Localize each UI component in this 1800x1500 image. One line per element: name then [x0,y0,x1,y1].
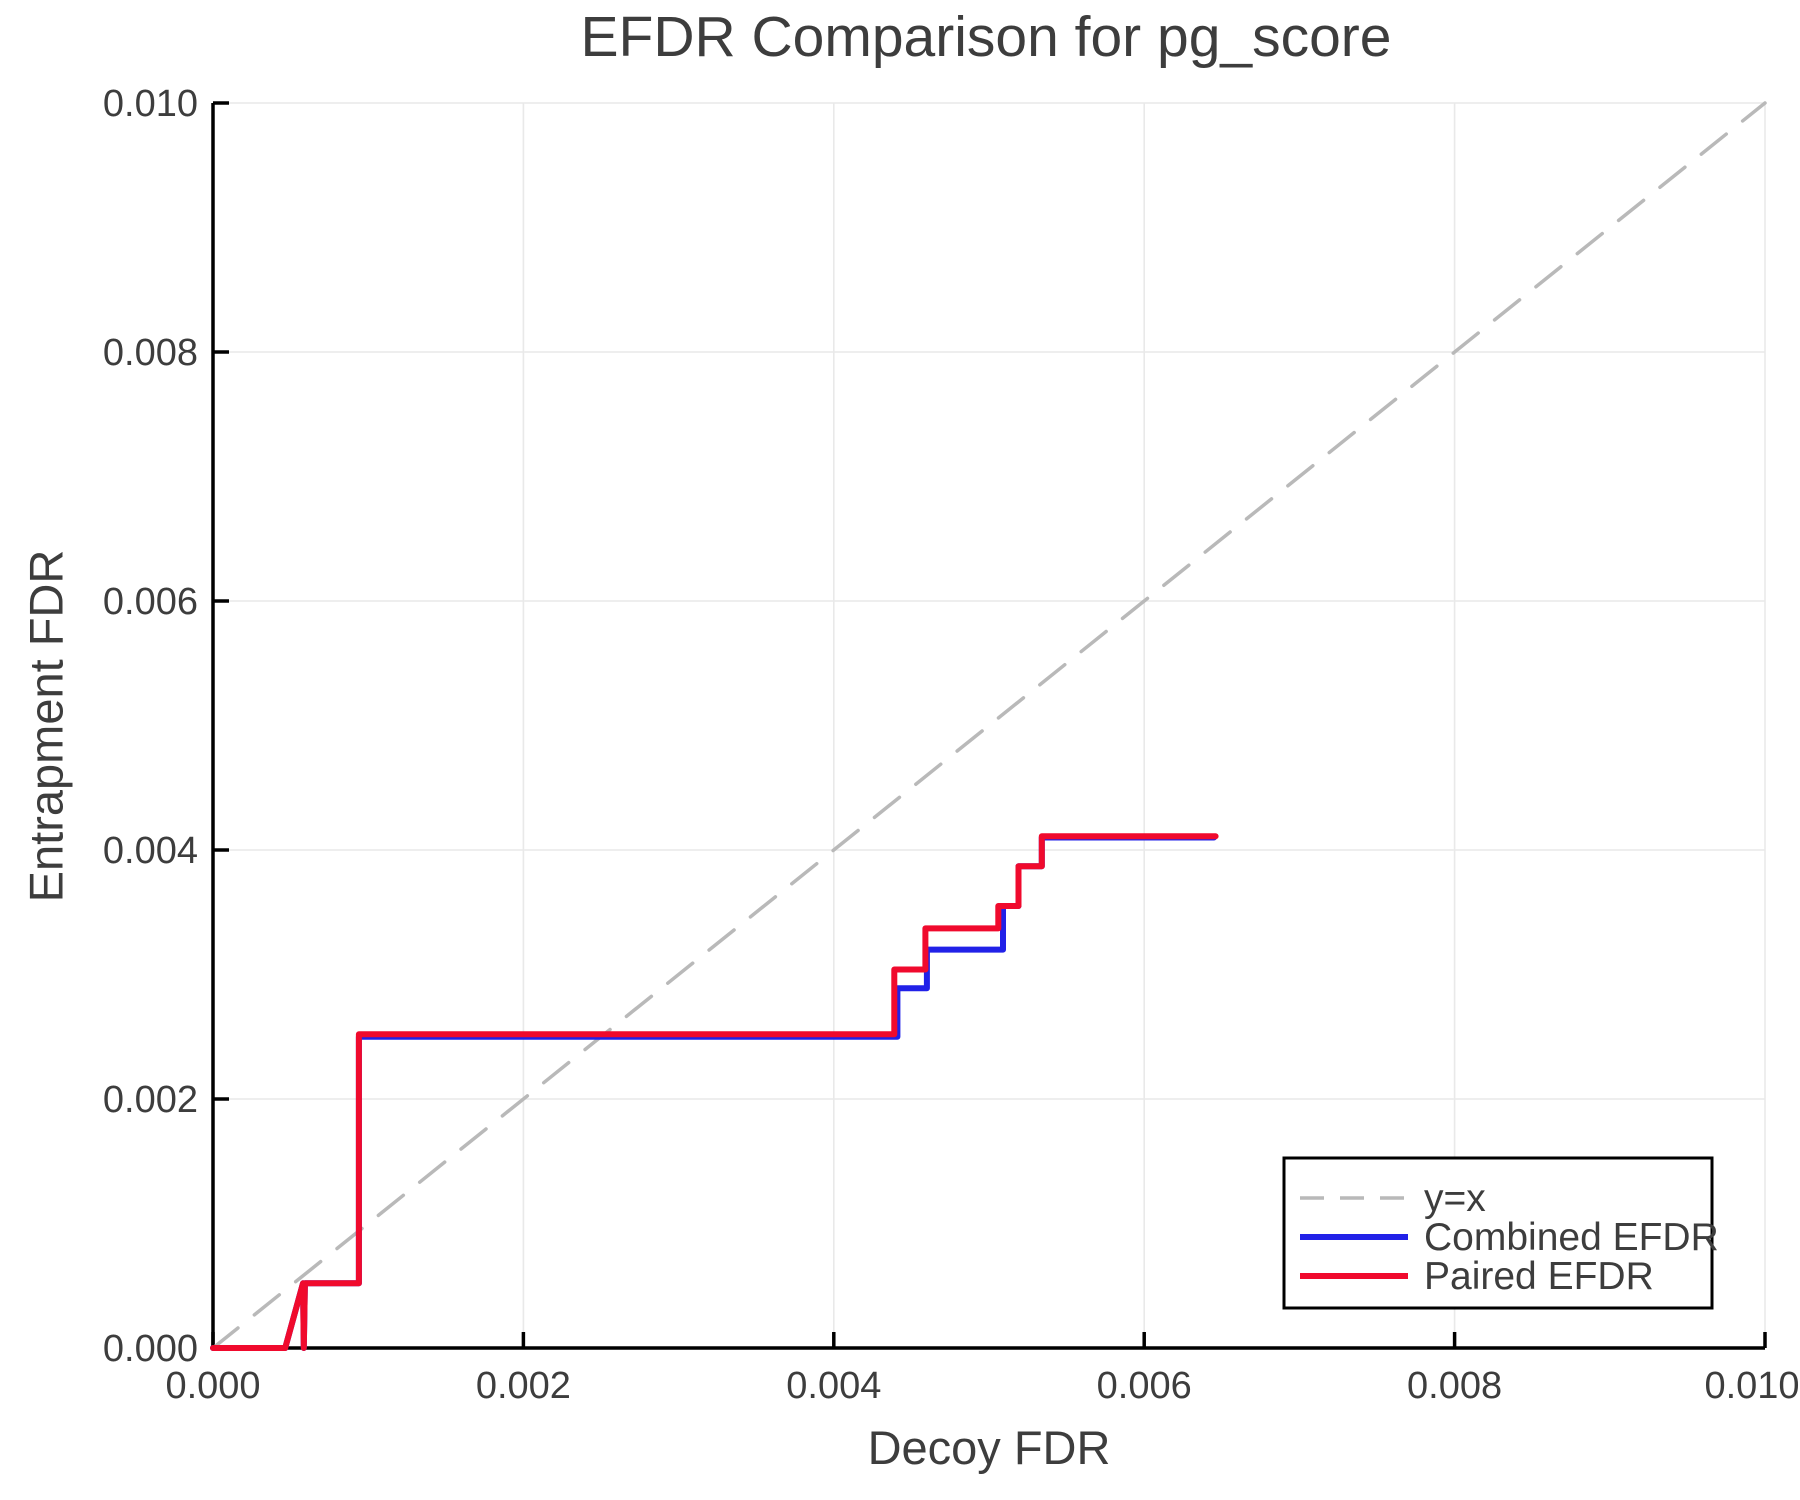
x-tick-label-0.008: 0.008 [1407,1365,1502,1407]
line-paired-efdr [210,833,1219,1351]
x-tick-label-0.000: 0.000 [165,1365,260,1407]
legend-label-combined-efdr: Combined EFDR [1424,1216,1719,1259]
chart-title: EFDR Comparison for pg_score [580,5,1392,69]
x-tick-label-0.006: 0.006 [1097,1365,1192,1407]
x-tick-label-0.002: 0.002 [476,1365,571,1407]
line-y-x [211,101,1767,1350]
legend-label-paired-efdr: Paired EFDR [1424,1255,1654,1298]
legend-label-y-x: y=x [1424,1177,1486,1220]
y-tick-label-0.000: 0.000 [103,1328,198,1370]
y-tick-label-0.010: 0.010 [103,83,198,125]
x-tick-label-0.010: 0.010 [1704,1365,1799,1407]
x-axis-label: Decoy FDR [867,1421,1111,1474]
y-tick-label-0.008: 0.008 [103,332,198,374]
y-axis-label: Entrapment FDR [19,549,73,903]
y-tick-label-0.002: 0.002 [103,1079,198,1121]
legend-box [1282,1156,1714,1310]
y-tick-label-0.006: 0.006 [103,581,198,623]
x-tick-label-0.004: 0.004 [786,1365,881,1407]
line-combined-efdr [210,834,1217,1351]
y-tick-label-0.004: 0.004 [103,830,198,872]
